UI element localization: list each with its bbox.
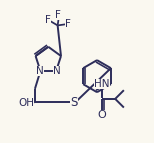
Text: F: F (65, 19, 71, 29)
Text: N: N (53, 66, 61, 76)
Text: OH: OH (18, 98, 34, 108)
Text: N: N (36, 66, 44, 77)
Text: F: F (55, 10, 61, 20)
Text: HN: HN (94, 79, 110, 89)
Text: F: F (45, 15, 51, 25)
Text: O: O (97, 110, 106, 120)
Text: S: S (70, 96, 78, 109)
